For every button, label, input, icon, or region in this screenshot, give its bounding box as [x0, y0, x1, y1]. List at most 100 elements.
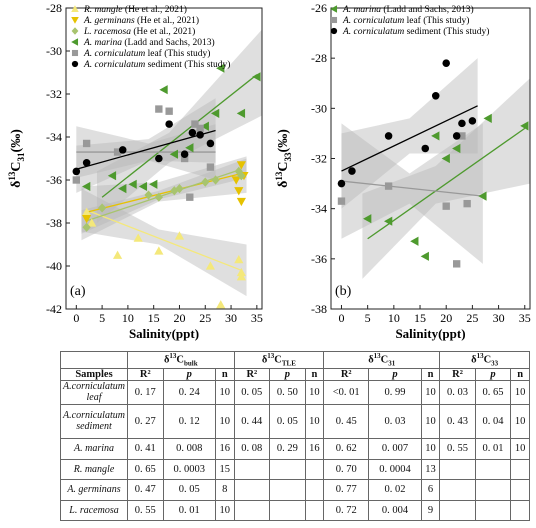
x-tick-label: 35	[251, 311, 263, 325]
data-point	[180, 150, 189, 158]
data-point	[144, 190, 153, 200]
x-tick-label: 5	[99, 311, 105, 325]
subheader-2-0: R²	[323, 367, 370, 381]
table-cell: 0. 03	[368, 403, 422, 439]
x-tick-label: 15	[148, 311, 160, 325]
sample-name-cell: A.corniculatum sediment	[60, 403, 128, 439]
data-point	[107, 171, 117, 181]
confidence-band	[96, 29, 263, 223]
data-point	[348, 167, 356, 175]
group-header-tle: δ13CTLE	[233, 351, 325, 369]
legend-marker	[330, 27, 338, 35]
legend-marker	[71, 38, 79, 46]
data-point	[458, 119, 466, 128]
table-cell: 0. 77	[323, 478, 370, 501]
y-axis-label: δ13C33(‰)	[274, 129, 293, 188]
data-point	[165, 107, 173, 115]
data-point	[112, 250, 123, 259]
y-tick-label: -32	[46, 87, 62, 101]
table-cell: 0. 05	[162, 478, 216, 501]
table-cell: 16	[214, 437, 235, 460]
data-point	[463, 199, 471, 208]
table-cell: 0. 03	[439, 379, 476, 405]
data-point	[211, 175, 220, 185]
subheader-3-1: p	[474, 367, 512, 381]
data-point	[72, 176, 80, 184]
confidence-band	[341, 58, 478, 209]
y-tick-label: -36	[46, 173, 62, 187]
x-axis-label: Salinity(ppt)	[129, 326, 199, 341]
data-point	[384, 132, 393, 140]
charts: 0 5 10 15 20 25 30 35 -42 -40 -38 -36 -34 -32 -30 -28 Sa…	[7, 1, 531, 341]
sample-name-cell: R. mangle	[60, 458, 128, 480]
table-row: A. germinans 0. 47 0. 05 8 0. 77 0. 02 6	[60, 478, 530, 501]
subheader-1-2: n	[304, 367, 325, 381]
data-point	[118, 146, 127, 154]
data-point	[155, 105, 163, 113]
data-point	[128, 179, 137, 189]
data-point	[72, 167, 81, 176]
samples-header: Samples	[60, 367, 128, 381]
data-point	[186, 193, 194, 201]
regression-line	[341, 105, 478, 172]
x-tick-label: 20	[173, 311, 185, 325]
table-cell: 0. 05	[269, 403, 306, 439]
y-axis-label: δ13C31(‰)	[7, 129, 26, 188]
legend-entry: A. corniculatum leaf (This study)	[342, 15, 469, 26]
table-cell: 0. 008	[162, 437, 216, 460]
data-point	[165, 120, 173, 128]
table-cell	[304, 499, 325, 521]
group-header-c33: δ13C33	[439, 351, 530, 369]
data-point	[175, 184, 184, 194]
subheader-1-0: R²	[233, 367, 271, 381]
table-cell: 9	[420, 499, 441, 521]
table-cell: 8	[214, 478, 235, 501]
data-point	[174, 231, 185, 240]
sample-name-cell: A.corniculatum leaf	[60, 379, 128, 405]
table-cell: 0. 55	[439, 437, 476, 460]
x-tick-label: 0	[338, 311, 344, 325]
table-cell	[474, 499, 512, 521]
table-cell	[304, 458, 325, 480]
table-row: A.corniculatum sediment 0. 27 0. 12 10 0. 44…	[60, 403, 530, 439]
data-point	[384, 182, 393, 190]
data-point	[363, 214, 372, 224]
table-cell: 0. 12	[162, 403, 216, 439]
table-row: A.corniculatum leaf 0. 17 0. 24 10 0. 05 0. 5…	[60, 379, 530, 405]
data-point	[133, 233, 143, 242]
table-cell: 0. 0004	[368, 458, 422, 480]
legend-entry: A. corniculatum sediment (This study)	[342, 26, 489, 37]
confidence-band	[81, 156, 247, 241]
data-point	[118, 184, 127, 194]
table-cell	[233, 499, 271, 521]
y-tick-label: -34	[311, 202, 327, 216]
y-tick-label: -30	[311, 101, 327, 115]
table-cell: 0. 27	[127, 403, 164, 439]
x-tick-label: 35	[519, 311, 531, 325]
data-point	[201, 177, 210, 187]
data-point	[236, 272, 246, 281]
subheader-0-0: R²	[127, 367, 164, 381]
confidence-band	[76, 98, 216, 193]
table-cell: 0. 05	[233, 379, 271, 405]
data-point	[196, 131, 204, 139]
x-tick-label: 25	[466, 311, 478, 325]
data-point	[236, 197, 246, 207]
data-point	[216, 63, 225, 73]
x-tick-label: 10	[388, 311, 400, 325]
regression-line	[341, 180, 483, 197]
subheader-1-1: p	[269, 367, 306, 381]
table-cell: 0. 44	[233, 403, 271, 439]
table-cell	[474, 478, 512, 501]
table-cell: 10	[420, 379, 441, 405]
table-cell	[269, 499, 306, 521]
table-cell: 6	[420, 478, 441, 501]
legend: R. mangle (He et al., 2021)A. germinans …	[71, 4, 230, 70]
data-point	[231, 176, 241, 185]
group-header-bulk: δ13Cbulk	[127, 351, 235, 369]
x-axis-label: Salinity(ppt)	[395, 326, 465, 341]
y-tick-label: -36	[311, 252, 327, 266]
table-row: L. racemosa 0. 55 0. 01 10 0. 72 0. 004 9	[60, 499, 530, 521]
data-point	[154, 192, 163, 202]
data-point	[200, 121, 209, 131]
